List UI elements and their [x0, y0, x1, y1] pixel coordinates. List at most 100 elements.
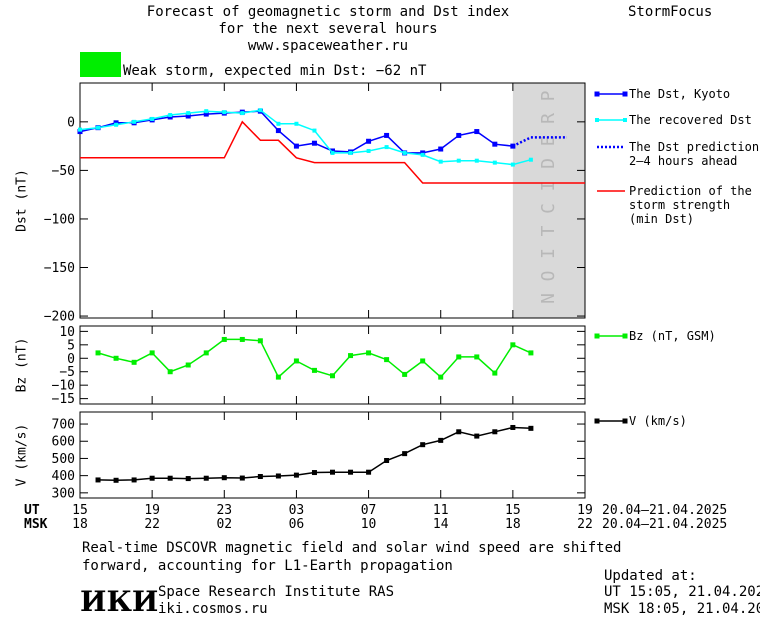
v-ytick-label: 300 — [52, 486, 75, 501]
dst-data-point — [114, 122, 119, 127]
v-data-point — [492, 429, 498, 435]
dst-legend-label-2: 2–4 hours ahead — [629, 154, 737, 168]
x-date-range-ut: 20.04–21.04.2025 — [602, 503, 727, 518]
bz-ytick-label: 10 — [59, 325, 75, 340]
v-data-point — [330, 469, 335, 475]
bz-ytick-label: −5 — [59, 365, 75, 380]
dst-data-point — [438, 159, 443, 164]
bz-data-point — [510, 342, 516, 348]
v-data-point — [438, 437, 444, 443]
dst-data-point — [258, 108, 263, 113]
bz-data-point — [402, 371, 408, 377]
dst-ytick-label: −150 — [44, 261, 75, 276]
updated-msk: MSK 18:05, 21.04.2025 — [604, 601, 760, 617]
dst-legend-marker — [623, 118, 627, 122]
dst-data-point — [311, 140, 317, 146]
x-tick-label-ut: 03 — [289, 503, 305, 518]
bz-data-point — [330, 373, 335, 379]
dst-data-point — [293, 143, 299, 149]
bz-data-point — [492, 370, 498, 376]
v-data-point — [185, 476, 191, 482]
v-panel-frame — [79, 411, 586, 499]
dst-ytick-label: 0 — [67, 115, 75, 130]
dst-legend-marker — [594, 91, 600, 97]
bz-data-point — [275, 374, 281, 380]
dst-data-point — [528, 157, 533, 162]
dst-data-point — [366, 148, 371, 153]
x-axis-ut-label: UT — [24, 503, 40, 518]
bz-ytick-label: 0 — [67, 352, 75, 367]
footer-note-line2: forward, accounting for L1-Earth propaga… — [82, 558, 453, 574]
dst-data-point — [510, 143, 516, 149]
prediction-label-letter: T — [538, 225, 559, 236]
dst-data-point — [348, 150, 353, 155]
bz-ytick-label: −10 — [52, 379, 75, 394]
bz-data-point — [131, 359, 137, 365]
x-tick-label-ut: 19 — [577, 503, 593, 518]
bz-ylabel: Bz (nT) — [15, 338, 30, 393]
v-data-point — [420, 442, 426, 448]
x-axis-msk-label: MSK — [24, 517, 48, 532]
dst-data-point — [96, 125, 101, 130]
v-ytick-label: 700 — [52, 418, 75, 433]
v-data-point — [510, 424, 516, 430]
dst-legend-label-3: (min Dst) — [629, 212, 694, 226]
dst-data-point — [366, 138, 372, 144]
v-data-point — [113, 477, 119, 483]
prediction-label-letter: I — [538, 248, 559, 259]
bz-data-point — [420, 358, 426, 364]
dst-panel-frame — [79, 82, 586, 319]
prediction-label-letter: R — [538, 113, 559, 124]
v-legend-label: V (km/s) — [629, 414, 687, 428]
x-tick-label-ut: 11 — [433, 503, 449, 518]
dst-series-line — [79, 109, 532, 166]
dst-legend-marker — [595, 118, 599, 122]
prediction-label-letter: O — [538, 271, 559, 282]
v-ytick-label: 600 — [52, 435, 75, 450]
org-site-link[interactable]: iki.cosmos.ru — [158, 601, 268, 617]
bz-data-point — [167, 369, 173, 375]
bz-data-point — [257, 338, 263, 344]
org-name: Space Research Institute RAS — [158, 584, 395, 600]
dst-data-point — [168, 113, 173, 118]
storm-level-swatch — [80, 52, 121, 77]
x-date-range-msk: 20.04–21.04.2025 — [602, 517, 727, 532]
dst-legend-label: The Dst prediction — [629, 140, 759, 154]
chart-source-url[interactable]: www.spaceweather.ru — [247, 38, 409, 54]
bz-legend-marker — [594, 333, 600, 339]
dst-legend-label: The recovered Dst — [629, 113, 752, 127]
v-data-point — [149, 475, 155, 481]
v-legend-marker — [594, 418, 600, 424]
dst-data-point — [420, 152, 425, 157]
v-data-point — [239, 475, 245, 481]
dst-series-line — [80, 120, 585, 184]
dst-data-point — [78, 127, 82, 132]
v-data-point — [474, 433, 480, 439]
dst-legend-label-2: storm strength — [629, 198, 730, 212]
bz-data-point — [311, 367, 317, 373]
dst-data-point — [510, 162, 515, 167]
dst-data-point — [204, 109, 209, 114]
prediction-label-letter: E — [538, 136, 559, 147]
x-tick-label-msk: 14 — [433, 517, 449, 532]
bz-data-point — [348, 353, 354, 359]
bz-data-point — [528, 350, 534, 356]
dst-data-point — [330, 150, 335, 155]
dst-ytick-label: −100 — [44, 212, 75, 227]
dst-data-point — [132, 119, 137, 124]
v-data-point — [131, 477, 137, 483]
dst-data-point — [384, 145, 389, 150]
bz-data-point — [438, 374, 444, 380]
chart-title-line2: for the next several hours — [218, 21, 438, 37]
dst-data-point — [456, 132, 462, 138]
dst-data-point — [186, 111, 191, 116]
dst-data-point — [203, 111, 209, 117]
dst-data-point — [294, 121, 299, 126]
v-ytick-label: 400 — [52, 469, 75, 484]
dst-data-point — [222, 110, 227, 115]
dst-data-point — [492, 160, 497, 165]
v-data-point — [366, 469, 372, 475]
dst-legend-marker — [622, 91, 628, 97]
dst-legend-label: Prediction of the — [629, 184, 752, 198]
x-tick-label-ut: 19 — [144, 503, 160, 518]
